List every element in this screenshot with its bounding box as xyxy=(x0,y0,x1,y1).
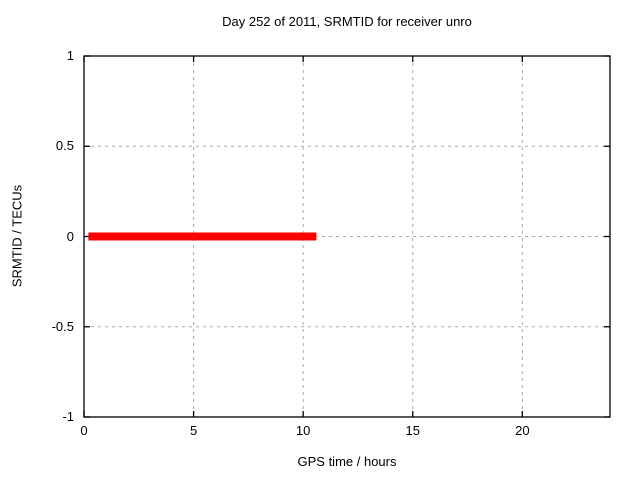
y-tick-label: -0.5 xyxy=(51,318,74,334)
y-tick-label: 1 xyxy=(66,48,74,63)
x-tick-label: 20 xyxy=(515,423,530,438)
y-tick-label: -1 xyxy=(62,409,74,424)
x-axis-title: GPS time / hours xyxy=(297,454,397,469)
y-tick-label: 0 xyxy=(66,228,74,244)
x-tick-label: 0 xyxy=(80,423,88,438)
chart-title: Day 252 of 2011, SRMTID for receiver unr… xyxy=(222,14,472,29)
x-tick-label: 5 xyxy=(189,423,198,438)
x-tick-label: 10 xyxy=(295,423,311,438)
y-axis-title: SRMTID / TECUs xyxy=(9,184,25,288)
y-tick-label: 0.5 xyxy=(55,138,74,154)
x-tick-label: 15 xyxy=(405,423,420,438)
